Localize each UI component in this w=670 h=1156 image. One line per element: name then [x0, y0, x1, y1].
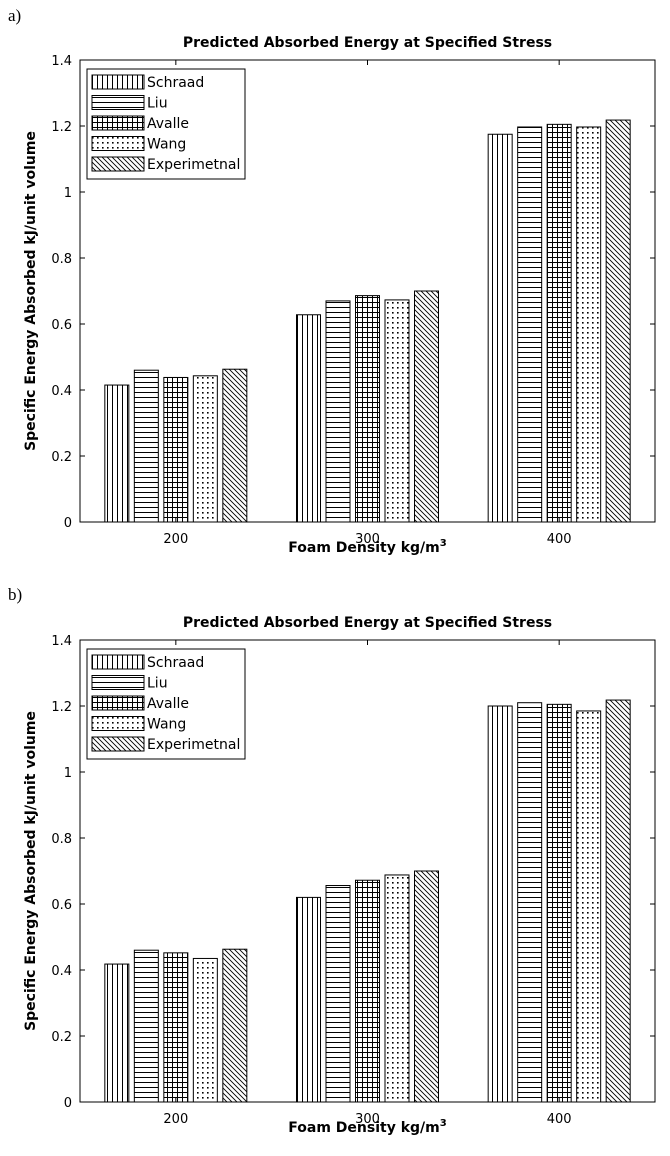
bar-liu-300: [325, 300, 351, 523]
chart-title: Predicted Absorbed Energy at Specified S…: [183, 35, 552, 51]
bar-avalle-400: [546, 123, 572, 523]
bar-wang-400: [576, 710, 602, 1103]
bar-experimetnal-200: [222, 368, 248, 523]
y-tick-label: 0.2: [51, 450, 72, 465]
bar-wang-300: [384, 874, 410, 1103]
x-axis-label: Foam Density kg/m3: [288, 538, 446, 556]
legend-swatch-experimetnal: [91, 736, 145, 752]
legend: Schraad Liu Avalle Wang Experimetnal: [86, 68, 246, 180]
y-tick-label: 0.8: [51, 832, 72, 847]
bar-schraad-200: [104, 963, 130, 1103]
x-tick-label: 300: [355, 532, 380, 547]
y-axis-label: Specific Energy Absorbed kJ/unit volume: [23, 131, 39, 451]
legend-label-schraad: Schraad: [147, 75, 204, 91]
bar-avalle-300: [355, 879, 380, 1103]
x-tick-label: 200: [163, 1112, 188, 1127]
legend-swatch-schraad: [91, 654, 145, 670]
y-tick-label: 0.4: [51, 964, 72, 979]
bar-schraad-300: [296, 314, 321, 523]
bar-liu-400: [517, 126, 543, 523]
legend-label-avalle: Avalle: [147, 116, 189, 132]
bar-schraad-300: [296, 896, 321, 1103]
chart-title: Predicted Absorbed Energy at Specified S…: [183, 615, 552, 631]
bar-avalle-400: [546, 703, 572, 1103]
y-tick-label: 1.4: [51, 634, 72, 649]
x-tick-label: 300: [355, 1112, 380, 1127]
bar-schraad-200: [104, 384, 130, 523]
legend-swatch-avalle: [91, 115, 145, 131]
y-tick-label: 1.4: [51, 54, 72, 69]
legend-swatch-wang: [91, 716, 145, 731]
bar-chart-b: Predicted Absorbed Energy at Specified S…: [23, 615, 656, 1136]
legend-label-avalle: Avalle: [147, 696, 189, 712]
bar-experimetnal-400: [605, 119, 631, 523]
y-tick-label: 0: [64, 516, 72, 531]
legend-swatch-experimetnal: [91, 156, 145, 172]
bar-avalle-300: [355, 295, 380, 523]
bar-schraad-400: [487, 133, 513, 523]
x-axis-label: Foam Density kg/m3: [288, 1118, 446, 1136]
y-tick-label: 1: [64, 186, 72, 201]
legend-swatch-wang: [91, 136, 145, 151]
y-tick-label: 0.2: [51, 1030, 72, 1045]
bar-liu-200: [133, 949, 159, 1103]
y-tick-label: 1: [64, 766, 72, 781]
bar-experimetnal-300: [414, 870, 439, 1103]
legend-swatch-liu: [91, 675, 145, 690]
y-tick-label: 1.2: [51, 120, 72, 135]
legend: Schraad Liu Avalle Wang Experimetnal: [86, 648, 246, 760]
legend-label-wang: Wang: [147, 717, 186, 733]
bar-schraad-400: [487, 705, 513, 1103]
legend-label-experimetnal: Experimetnal: [147, 157, 240, 173]
y-tick-label: 0.6: [51, 898, 72, 913]
bar-avalle-200: [163, 952, 189, 1103]
legend-label-experimetnal: Experimetnal: [147, 737, 240, 753]
y-tick-label: 0: [64, 1096, 72, 1111]
y-tick-label: 0.6: [51, 318, 72, 333]
legend-label-schraad: Schraad: [147, 655, 204, 671]
bar-avalle-200: [163, 376, 189, 523]
y-tick-label: 1.2: [51, 700, 72, 715]
x-axis-label-superscript: 3: [440, 538, 447, 549]
legend-label-liu: Liu: [147, 676, 168, 692]
bar-liu-400: [517, 702, 543, 1103]
y-tick-label: 0.4: [51, 384, 72, 399]
bar-experimetnal-300: [414, 290, 439, 523]
x-tick-label: 200: [163, 532, 188, 547]
panel-b-label: b): [8, 585, 23, 604]
y-axis-label: Specific Energy Absorbed kJ/unit volume: [23, 711, 39, 1031]
bar-wang-200: [192, 375, 218, 523]
x-axis-label-text: Foam Density kg/m: [288, 1120, 439, 1136]
bar-liu-300: [325, 885, 351, 1103]
panel-a-label: a): [8, 6, 22, 25]
y-tick-label: 0.8: [51, 252, 72, 267]
bar-chart-a: Predicted Absorbed Energy at Specified S…: [23, 35, 656, 556]
bar-experimetnal-200: [222, 948, 248, 1103]
legend-swatch-liu: [91, 95, 145, 110]
legend-label-liu: Liu: [147, 96, 168, 112]
x-axis-label-superscript: 3: [440, 1118, 447, 1129]
x-axis-label-text: Foam Density kg/m: [288, 540, 439, 556]
bar-wang-400: [576, 126, 602, 523]
legend-swatch-avalle: [91, 695, 145, 711]
legend-swatch-schraad: [91, 74, 145, 90]
bar-wang-300: [384, 299, 410, 523]
x-tick-label: 400: [547, 1112, 572, 1127]
bar-liu-200: [133, 369, 159, 523]
x-tick-label: 400: [547, 532, 572, 547]
bar-wang-200: [192, 957, 218, 1103]
bar-experimetnal-400: [605, 699, 631, 1103]
legend-label-wang: Wang: [147, 137, 186, 153]
